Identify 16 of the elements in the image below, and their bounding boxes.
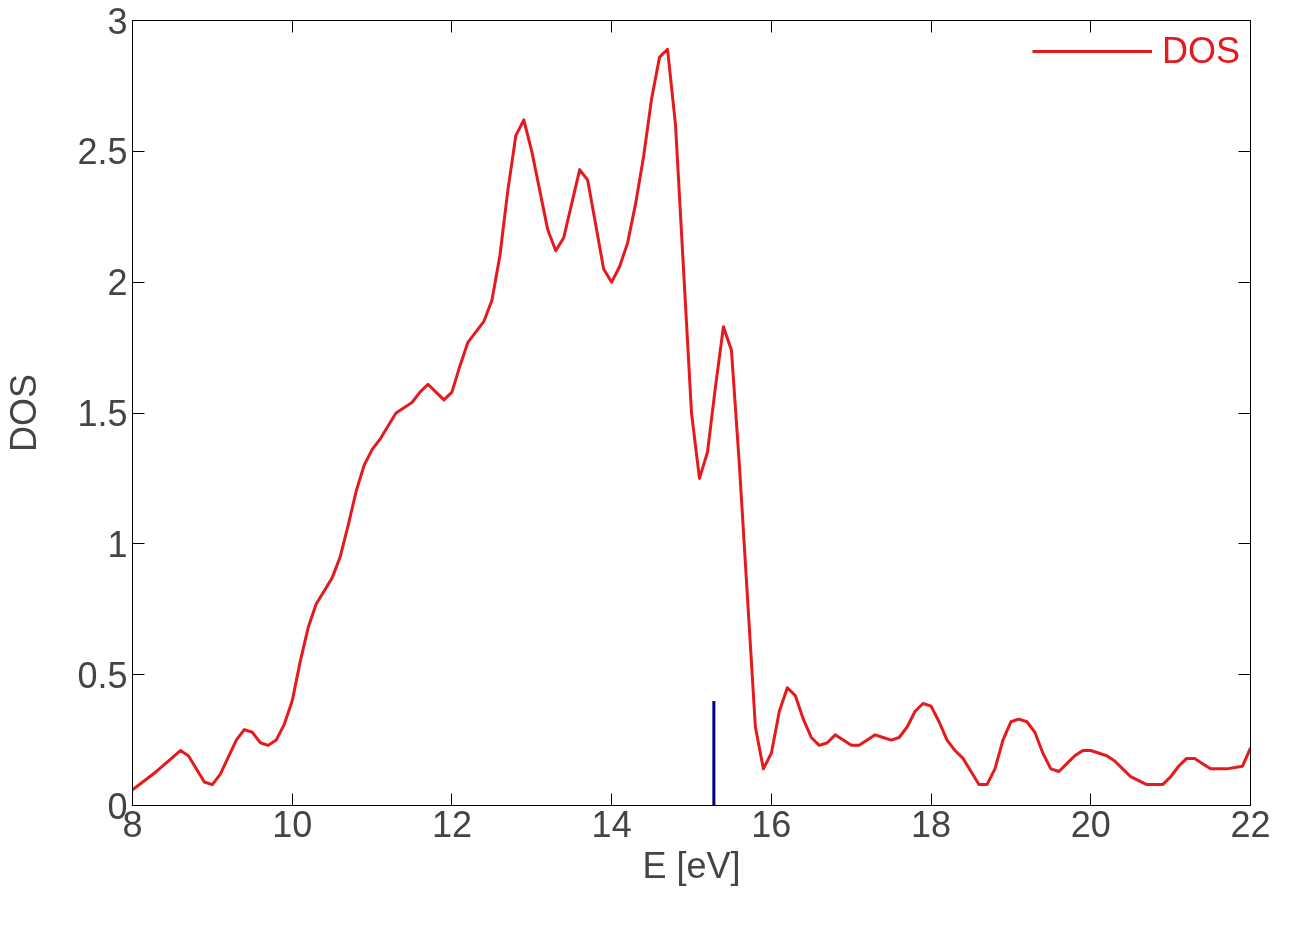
x-tick-label: 14 — [591, 803, 632, 845]
x-tick-label: 18 — [911, 803, 952, 845]
y-tick-label: 0.5 — [77, 654, 128, 696]
x-tick-label: 22 — [1230, 803, 1271, 845]
y-tick-label: 2.5 — [77, 131, 128, 173]
y-tick-label: 2 — [107, 262, 128, 304]
x-tick-label: 12 — [431, 803, 472, 845]
y-tick-label: 1.5 — [77, 393, 128, 434]
y-axis-title: DOS — [3, 373, 45, 453]
y-tick-label: 3 — [107, 0, 128, 42]
y-tick-label: 1 — [107, 523, 128, 565]
x-tick-label: 16 — [751, 803, 792, 845]
x-axis-title: E [eV] — [642, 844, 741, 886]
legend-label: DOS — [1161, 30, 1240, 72]
x-tick-label: 10 — [272, 803, 313, 845]
x-tick-label: 20 — [1070, 803, 1111, 845]
